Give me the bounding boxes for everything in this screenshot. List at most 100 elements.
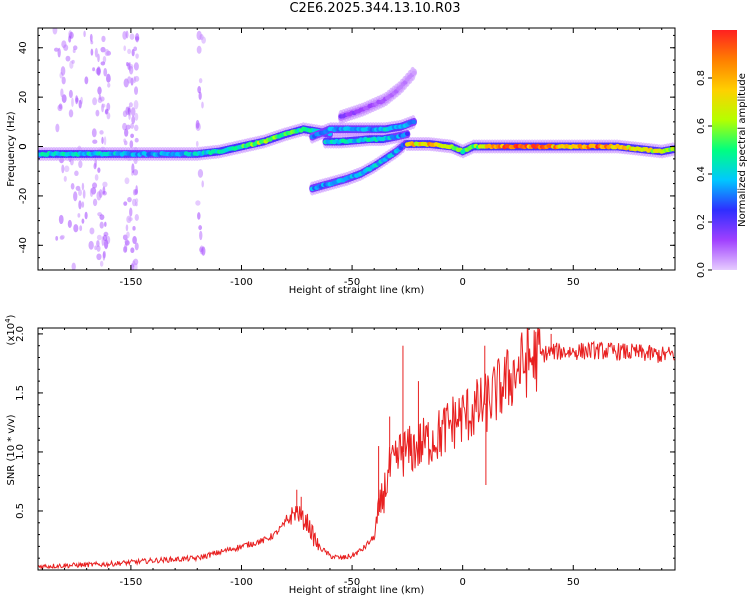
colorbar-tick-label: 0.6 — [696, 118, 707, 134]
x-tick-label: 0 — [459, 277, 465, 288]
speckle-mark — [94, 245, 98, 251]
speckle-mark — [126, 61, 129, 67]
speckle-mark — [127, 48, 132, 55]
x-tick-label: -100 — [230, 577, 253, 588]
speckle-mark — [69, 31, 74, 39]
x-tick-label: -150 — [120, 277, 143, 288]
speckle-mark — [88, 240, 94, 250]
speckle-mark — [134, 137, 139, 143]
y-tick-label: 0 — [18, 143, 29, 149]
y-tick-label: 40 — [18, 41, 29, 54]
speckle-mark — [96, 191, 102, 201]
speckle-mark — [78, 189, 82, 197]
speckle-mark — [130, 122, 135, 129]
snr-series-line — [38, 328, 675, 570]
speckle-mark — [61, 94, 67, 103]
speckle-mark — [123, 201, 128, 206]
speckle-mark — [81, 182, 85, 191]
speckle-mark — [96, 234, 102, 241]
speckle-mark — [133, 76, 136, 84]
speckle-mark — [129, 65, 134, 75]
speckle-mark — [78, 200, 82, 210]
trace-core-mark — [411, 119, 417, 125]
speckle-mark — [197, 86, 202, 94]
speckle-mark — [132, 226, 136, 231]
speckle-mark — [92, 198, 98, 207]
speckle-mark — [129, 207, 133, 217]
speckle-mark — [133, 99, 139, 110]
speckle-mark — [133, 46, 138, 52]
trace-core-mark — [672, 147, 675, 152]
speckle-mark — [125, 124, 131, 130]
colorbar-tick-label: 0.0 — [696, 262, 707, 278]
speckle-mark — [125, 224, 129, 232]
speckle-mark — [197, 212, 201, 220]
speckle-mark — [91, 128, 97, 138]
colorbar-label: Normalized spectral amplitude — [737, 73, 748, 227]
snr-marks — [38, 328, 675, 570]
speckle-mark — [122, 122, 127, 131]
speckle-mark — [135, 185, 138, 195]
speckle-mark — [103, 68, 108, 77]
speckle-mark — [201, 101, 204, 109]
speckle-mark — [63, 175, 67, 182]
speckle-mark — [81, 201, 85, 208]
speckle-mark — [123, 138, 127, 143]
speckle-mark — [94, 174, 99, 181]
speckle-mark — [55, 235, 59, 241]
x-tick-label: -150 — [120, 577, 143, 588]
speckle-mark — [97, 86, 102, 95]
speckle-mark — [102, 250, 106, 259]
x-tick-label: 0 — [459, 577, 465, 588]
speckle-mark — [106, 76, 111, 83]
speckle-mark — [78, 99, 82, 109]
trace-core-mark — [411, 70, 417, 76]
speckle-mark — [196, 45, 202, 54]
speckle-mark — [122, 110, 128, 118]
y-tick-label: 1.0 — [15, 444, 26, 460]
speckle-mark — [103, 239, 109, 249]
y-tick-label: -20 — [18, 188, 29, 204]
speckle-mark — [129, 33, 135, 40]
speckle-mark — [100, 46, 106, 53]
y-tick-label: -40 — [18, 237, 29, 253]
speckle-mark — [61, 76, 66, 85]
speckle-mark — [124, 243, 128, 253]
speckle-mark — [72, 48, 76, 53]
speckle-mark — [195, 140, 199, 148]
speckle-mark — [99, 130, 104, 135]
y-tick-label: 0.5 — [15, 503, 26, 519]
speckle-mark — [74, 170, 79, 177]
trace-core-mark — [404, 131, 410, 136]
speckle-mark — [101, 103, 106, 108]
speckle-mark — [89, 187, 94, 198]
speckle-mark — [92, 182, 98, 189]
speckle-mark — [132, 198, 137, 207]
speckle-mark — [131, 163, 135, 174]
speckle-mark — [61, 164, 65, 174]
speckle-mark — [130, 79, 134, 86]
speckle-mark — [127, 196, 132, 203]
x-tick-label: 50 — [567, 277, 580, 288]
speckle-mark — [60, 234, 65, 240]
speckle-mark — [134, 112, 139, 121]
x-tick-label: 50 — [567, 577, 580, 588]
speckle-mark — [71, 97, 74, 108]
speckle-mark — [84, 76, 89, 85]
speckle-mark — [84, 211, 88, 220]
speckle-mark — [82, 189, 86, 199]
speckle-mark — [75, 95, 79, 105]
top-plot-frame — [37, 27, 676, 271]
y-scale-factor: (x104) — [4, 314, 17, 345]
x-tick-label: -50 — [344, 277, 360, 288]
speckle-mark — [90, 48, 94, 56]
speckle-mark — [103, 136, 107, 146]
speckle-mark — [128, 111, 131, 120]
speckle-mark — [129, 140, 134, 149]
speckle-mark — [106, 112, 111, 120]
speckle-mark — [100, 96, 105, 102]
bottom-plot-frame — [37, 327, 676, 571]
speckle-mark — [195, 119, 200, 129]
speckle-mark — [68, 89, 73, 99]
speckle-mark — [126, 215, 132, 224]
